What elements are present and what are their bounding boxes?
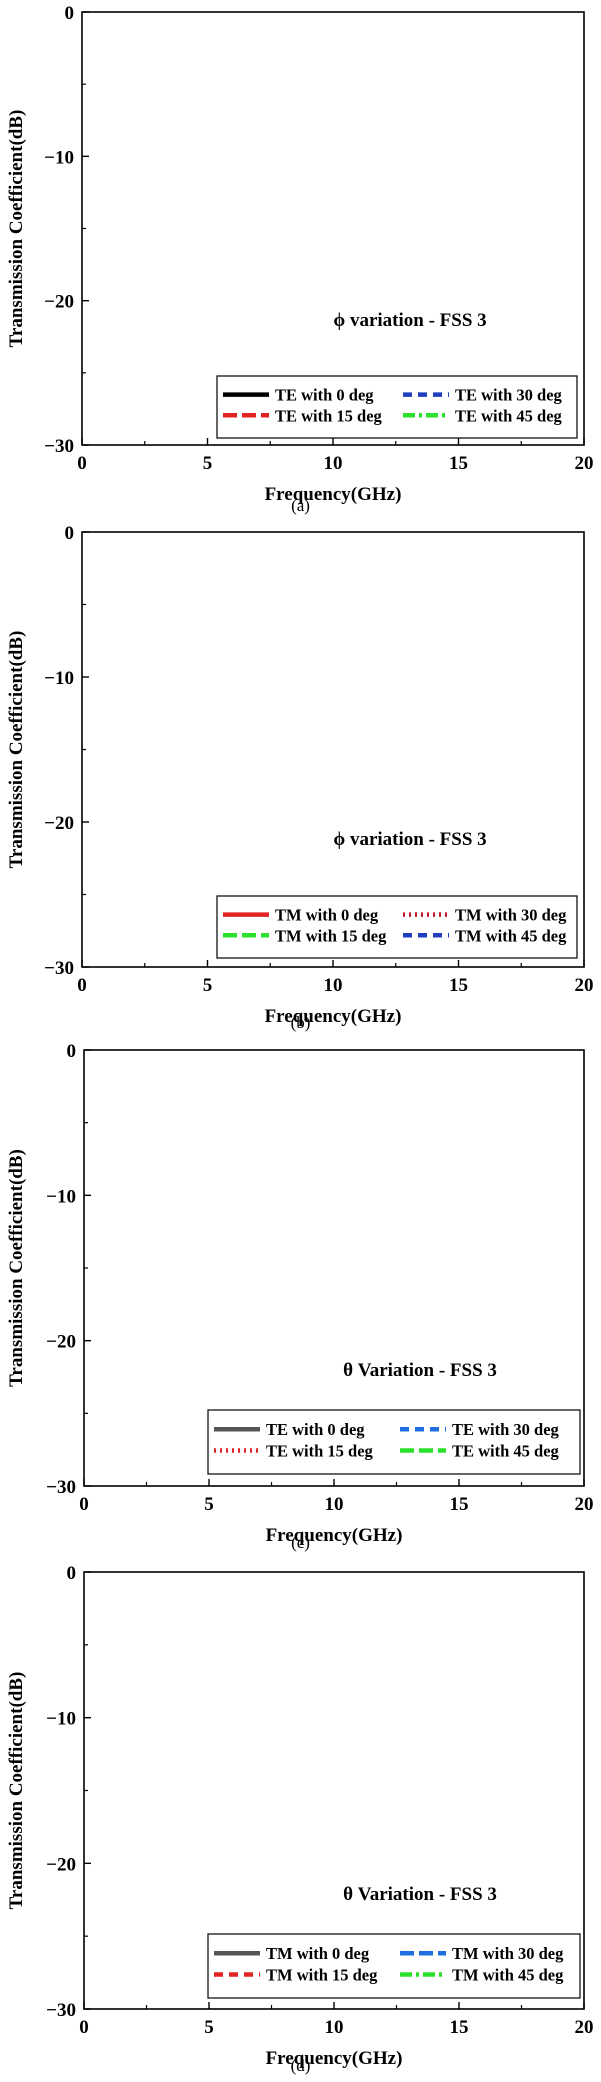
legend-label-3: TM with 45 deg [452,1966,564,1985]
x-tick-label: 20 [575,975,594,996]
x-tick-label: 0 [79,2017,89,2038]
x-tick-label: 10 [324,975,343,996]
legend-label-1: TM with 30 deg [452,1944,564,1963]
legend-label-3: TE with 45 deg [455,406,563,425]
legend-label-0: TE with 0 deg [266,1420,365,1439]
legend-box [216,895,578,959]
chart-panel-a: 0 5 10 15 20 0 −10 −20 −30 Frequency(GHz) Transmis… [0,0,601,520]
y-tick-label: −20 [46,1332,76,1353]
y-tick-label: −30 [46,2000,76,2021]
chart-panel-d: 0 5 10 15 20 0 −10 −20 −30 Frequency(GHz) Transmis… [0,1560,601,2082]
legend-label-3: TE with 45 deg [452,1442,560,1461]
x-tick-label: 15 [449,975,468,996]
panel-caption-d: (d) [290,2056,311,2075]
legend-label-2: TE with 15 deg [275,406,383,425]
x-tick-label: 20 [575,2017,594,2038]
legend-box [207,1933,581,1999]
series-group [84,1040,584,1042]
y-axis-label: Transmission Coefficient(dB) [6,1149,27,1387]
x-tick-label: 15 [449,453,468,474]
y-tick-label: −20 [44,813,74,834]
y-tick-label: 0 [67,1041,77,1062]
legend-label-0: TE with 0 deg [275,386,374,405]
legend-label-0: TM with 0 deg [275,906,379,925]
x-tick-label: 15 [450,1494,469,1515]
y-tick-label: −20 [46,1854,76,1875]
series-line-2 [84,1560,584,1562]
legend-box [216,375,578,439]
x-tick-label: 0 [77,975,87,996]
y-tick-label: −10 [46,1709,76,1730]
y-tick-label: 0 [65,3,75,24]
legend: TM with 0 deg TM with 30 deg TM with 15 de… [207,1933,581,1999]
y-tick-label: −10 [44,668,74,689]
y-tick-label: −30 [46,1477,76,1498]
legend-label-2: TM with 15 deg [275,926,387,945]
chart-b: 0 5 10 15 20 0 −10 −20 −30 Frequency(GHz) Transmis… [6,523,594,1027]
y-axis-label: Transmission Coefficient(dB) [6,1672,27,1910]
legend-label-2: TE with 15 deg [266,1442,374,1461]
x-axis-label: Frequency(GHz) [266,1525,403,1546]
chart-panel-b: 0 5 10 15 20 0 −10 −20 −30 Frequency(GHz) Transmis… [0,520,601,1040]
x-tick-label: 10 [325,2017,344,2038]
panel-caption-a: (a) [291,496,310,515]
x-tick-label: 5 [203,453,213,474]
x-tick-label: 0 [77,453,87,474]
legend: TE with 0 deg TE with 30 deg TE with 15 de… [207,1409,581,1475]
y-tick-label: −10 [44,147,74,168]
y-tick-label: −10 [46,1186,76,1207]
chart-annotation: ϕ variation - FSS 3 [333,829,486,850]
y-tick-label: −20 [44,292,74,313]
x-tick-label: 0 [79,1494,89,1515]
series-line-3 [84,1560,584,1569]
panel-caption-c: (c) [291,1533,310,1552]
legend-label-1: TE with 30 deg [455,386,563,405]
x-tick-label: 20 [575,453,594,474]
x-axis-label: Frequency(GHz) [266,2048,403,2069]
y-axis-label: Transmission Coefficient(dB) [6,631,27,869]
chart-annotation: θ Variation - FSS 3 [343,1884,497,1905]
y-tick-label: 0 [67,1563,77,1584]
x-tick-label: 5 [204,2017,214,2038]
legend: TE with 0 deg TE with 30 deg TE with 15 de… [216,375,578,439]
legend-label-0: TM with 0 deg [266,1944,370,1963]
chart-annotation: ϕ variation - FSS 3 [333,310,486,331]
x-axis-label: Frequency(GHz) [265,1006,402,1027]
x-axis-label: Frequency(GHz) [265,484,402,505]
x-tick-label: 10 [325,1494,344,1515]
x-tick-label: 10 [324,453,343,474]
x-tick-label: 5 [204,1494,214,1515]
panel-caption-b: (b) [290,1013,311,1032]
legend-label-1: TM with 30 deg [455,906,567,925]
legend: TM with 0 deg TM with 30 deg TM with 15 de… [216,895,578,959]
chart-c: 0 5 10 15 20 0 −10 −20 −30 Frequency(GHz) Transmis… [6,1040,594,1546]
x-tick-label: 15 [450,2017,469,2038]
legend-box [207,1409,581,1475]
chart-annotation: θ Variation - FSS 3 [343,1360,497,1381]
legend-label-1: TE with 30 deg [452,1420,560,1439]
legend-label-3: TM with 45 deg [455,926,567,945]
y-tick-label: 0 [65,523,75,544]
y-axis-label: Transmission Coefficient(dB) [6,110,27,348]
chart-a: 0 5 10 15 20 0 −10 −20 −30 Frequency(GHz) Transmis… [6,3,594,505]
chart-panel-c: 0 5 10 15 20 0 −10 −20 −30 Frequency(GHz) Transmis… [0,1040,601,1560]
x-tick-label: 20 [575,1494,594,1515]
series-line-1 [84,1040,584,1042]
y-tick-label: −30 [44,436,74,457]
y-tick-label: −30 [44,958,74,979]
legend-label-2: TM with 15 deg [266,1966,378,1985]
series-group [84,1560,584,1569]
series-line-1 [84,1560,584,1566]
chart-d: 0 5 10 15 20 0 −10 −20 −30 Frequency(GHz) Transmis… [6,1560,594,2069]
x-tick-label: 5 [203,975,213,996]
